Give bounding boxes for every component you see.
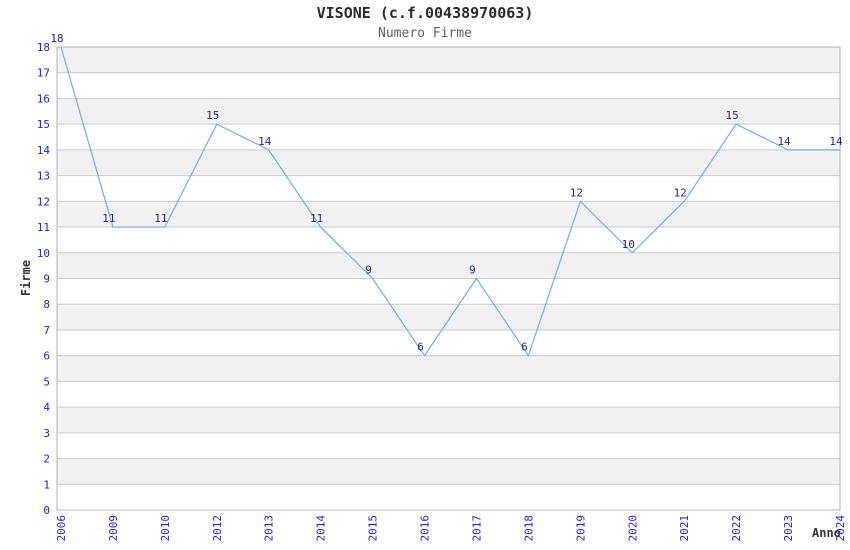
y-tick-label: 9	[43, 273, 50, 286]
x-tick-label: 2010	[159, 515, 172, 542]
value-label: 10	[622, 238, 635, 251]
y-tick-label: 2	[43, 453, 50, 466]
x-tick-label: 2013	[263, 515, 276, 542]
band	[57, 201, 840, 228]
y-tick-label: 8	[43, 298, 50, 311]
x-tick-label: 2018	[522, 515, 535, 542]
y-tick-label: 6	[43, 350, 50, 363]
value-label: 15	[206, 109, 219, 122]
y-tick-label: 17	[37, 67, 50, 80]
y-tick-label: 5	[43, 375, 50, 388]
value-label: 14	[777, 135, 791, 148]
x-tick-label: 2012	[211, 515, 224, 542]
x-tick-label: 2020	[626, 515, 639, 542]
x-tick-label: 2006	[55, 515, 68, 542]
band	[57, 98, 840, 125]
value-label: 14	[829, 135, 843, 148]
x-tick-label: 2021	[678, 515, 691, 542]
y-tick-label: 15	[37, 118, 50, 131]
x-tick-label: 2023	[782, 515, 795, 542]
value-label: 11	[310, 212, 323, 225]
x-tick-label: 2016	[419, 515, 432, 542]
x-tick-label: 2014	[315, 515, 328, 542]
series-line	[60, 46, 840, 358]
value-label: 9	[469, 264, 476, 277]
x-tick-label: 2019	[574, 515, 587, 542]
y-tick-label: 7	[43, 324, 50, 337]
value-label: 14	[258, 135, 272, 148]
y-tick-label: 12	[37, 195, 50, 208]
y-tick-label: 11	[37, 221, 50, 234]
x-axis-title: Anno	[812, 526, 841, 540]
x-tick-label: 2022	[730, 515, 743, 542]
value-label: 6	[417, 341, 424, 354]
y-tick-label: 13	[37, 170, 50, 183]
chart-title: VISONE (c.f.00438970063)	[316, 4, 534, 22]
y-tick-label: 14	[37, 144, 51, 157]
value-label: 15	[726, 109, 739, 122]
x-tick-label: 2009	[107, 515, 120, 542]
value-label: 12	[674, 186, 687, 199]
y-tick-label: 0	[43, 504, 50, 517]
band	[57, 47, 840, 73]
x-tick-label: 2024	[834, 515, 847, 542]
value-label: 6	[521, 341, 528, 354]
value-label: 9	[365, 264, 372, 277]
band	[57, 407, 840, 433]
y-tick-label: 1	[43, 478, 50, 491]
y-tick-label: 3	[43, 427, 50, 440]
y-tick-label: 4	[43, 401, 50, 414]
value-label: 18	[50, 32, 63, 45]
y-tick-label: 18	[37, 41, 50, 54]
y-tick-label: 10	[37, 247, 50, 260]
x-tick-label: 2015	[367, 515, 380, 542]
band	[57, 304, 840, 330]
band	[57, 458, 840, 485]
value-label: 11	[154, 212, 167, 225]
band	[57, 149, 840, 176]
band	[57, 252, 840, 279]
band	[57, 355, 840, 382]
value-label: 12	[570, 186, 583, 199]
value-label: 11	[102, 212, 115, 225]
chart-subtitle: Numero Firme	[378, 26, 472, 41]
y-tick-label: 16	[37, 92, 50, 105]
plot-border	[56, 46, 841, 511]
x-tick-label: 2017	[470, 515, 483, 542]
